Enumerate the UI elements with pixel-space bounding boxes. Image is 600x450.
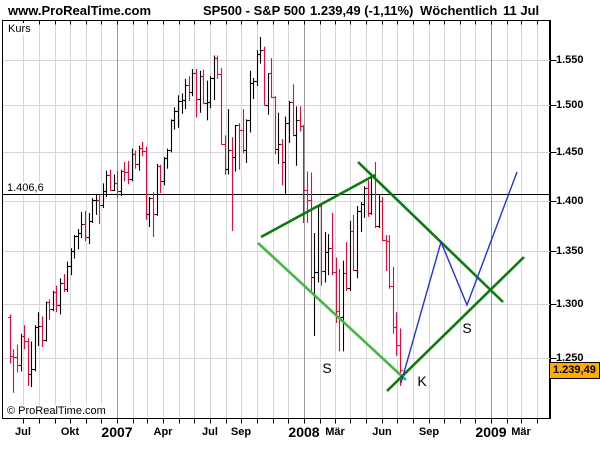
copyright-label: © ProRealTime.com — [5, 405, 108, 417]
y-axis-label: 1.400 — [556, 195, 584, 207]
pattern-label-shoulder: S — [462, 320, 472, 336]
kurs-label: Kurs — [7, 23, 32, 35]
x-axis-month-label: Mär — [325, 426, 345, 438]
date-label: 11 Jul — [503, 3, 540, 18]
x-axis-month-label: Sep — [230, 426, 252, 438]
y-axis-label: 1.450 — [556, 146, 584, 158]
y-axis-label: 1.550 — [556, 54, 584, 66]
x-axis-year-label: 2009 — [475, 424, 507, 440]
x-axis-year-label: 2007 — [101, 424, 133, 440]
x-axis-month-label: Jul — [202, 426, 218, 438]
y-axis-label: 1.500 — [556, 99, 584, 111]
last-price-badge: 1.239,49 — [549, 362, 600, 379]
trendline-channel-top — [260, 173, 376, 239]
projection-zigzag — [400, 171, 518, 384]
x-axis-month-label: Sep — [418, 426, 440, 438]
x-axis-month-label: Mär — [511, 426, 531, 438]
x-axis-month-label: Jun — [372, 426, 392, 438]
x-axis-month-label: Jul — [15, 426, 31, 438]
y-axis-label: 1.300 — [556, 298, 584, 310]
y-axis-label: 1.350 — [556, 245, 584, 257]
pattern-label-shoulder: S — [322, 360, 332, 376]
y-axis-label: 1.250 — [556, 352, 584, 364]
ohlc-bars — [8, 37, 403, 393]
symbol-title: SP500 - S&P 500 — [203, 3, 306, 18]
x-axis-year-label: 2008 — [288, 424, 320, 440]
hline-price-label: 1.406,6 — [5, 182, 46, 194]
timeframe-label: Wöchentlich — [420, 3, 498, 18]
last-quote: 1.239,49 (-1,11%) — [310, 3, 414, 18]
trendline-neckline — [386, 256, 525, 392]
site-title: www.ProRealTime.com — [8, 3, 152, 18]
pattern-label-head: K — [417, 373, 427, 389]
trendline-channel-bottom — [257, 242, 407, 381]
trendline-breakdown-line — [357, 161, 504, 303]
x-axis-month-label: Okt — [60, 426, 80, 438]
plot-frame — [2, 20, 551, 419]
x-axis-month-label: Apr — [153, 426, 173, 438]
